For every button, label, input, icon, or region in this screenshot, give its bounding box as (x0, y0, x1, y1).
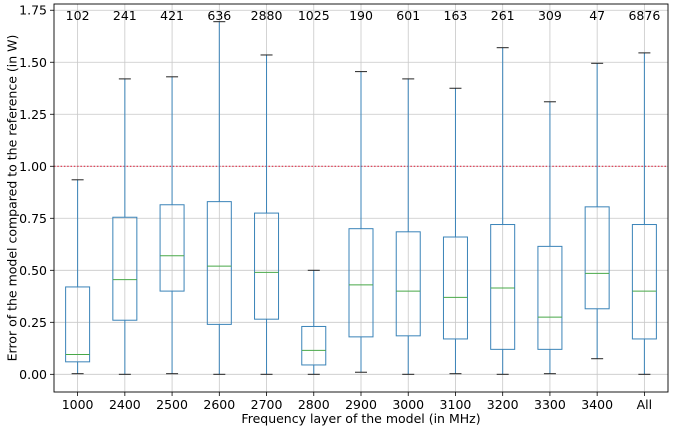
count-label-2800: 1025 (298, 8, 330, 23)
count-label-3200: 261 (491, 8, 515, 23)
iqr-box-2500 (159, 204, 185, 292)
iqr-box-2600 (206, 201, 232, 325)
box-2900 (348, 71, 374, 373)
y-axis-label: Error of the model compared to the refer… (5, 35, 20, 362)
box-3100 (442, 87, 468, 375)
box-3200 (490, 47, 516, 375)
x-tick-label-2900: 2900 (345, 397, 377, 412)
box-3000 (395, 78, 421, 375)
count-label-3000: 601 (396, 8, 420, 23)
iqr-box-3100 (442, 236, 468, 340)
x-tick-label-3400: 3400 (581, 397, 613, 412)
iqr-box-2800 (301, 325, 327, 366)
box-2800 (301, 269, 327, 375)
iqr-box-2400 (112, 216, 138, 321)
y-tick-label-3: 0.75 (19, 211, 47, 226)
x-tick-label-3300: 3300 (534, 397, 566, 412)
x-tick-label-All: All (637, 397, 653, 412)
box-2600 (206, 21, 232, 375)
y-tick-label-1: 0.25 (19, 315, 47, 330)
y-tick-label-0: 0.00 (19, 367, 47, 382)
x-tick-label-2400: 2400 (109, 397, 141, 412)
boxes-group (65, 21, 657, 375)
iqr-box-2700 (254, 212, 280, 320)
x-tick-label-3000: 3000 (392, 397, 424, 412)
box-2400 (112, 78, 138, 375)
iqr-box-3200 (490, 224, 516, 350)
x-tick-label-2600: 2600 (203, 397, 235, 412)
box-2500 (159, 76, 185, 375)
iqr-box-2900 (348, 228, 374, 338)
count-label-3400: 47 (589, 8, 605, 23)
y-tick-label-2: 0.50 (19, 263, 47, 278)
count-label-2700: 2880 (251, 8, 283, 23)
count-label-2900: 190 (349, 8, 373, 23)
x-tick-label-2500: 2500 (156, 397, 188, 412)
iqr-box-1000 (65, 286, 91, 363)
x-tick-label-1000: 1000 (62, 397, 94, 412)
count-label-2400: 241 (113, 8, 137, 23)
count-labels-group: 102 241 421 636 2880 1025 190 601 163 261 309 47 687… (66, 8, 661, 23)
x-tick-label-3100: 3100 (440, 397, 472, 412)
iqr-box-3300 (537, 245, 563, 350)
iqr-box-3000 (395, 231, 421, 337)
x-tick-label-2700: 2700 (251, 397, 283, 412)
count-label-All: 6876 (628, 8, 660, 23)
y-tick-label-5: 1.25 (19, 107, 47, 122)
count-label-1000: 102 (66, 8, 90, 23)
y-tick-labels-group: 0.00 0.25 0.50 0.75 1.00 1.25 1.50 1.75 (19, 3, 54, 382)
count-label-3300: 309 (538, 8, 562, 23)
y-tick-label-7: 1.75 (19, 3, 47, 18)
x-tick-label-2800: 2800 (298, 397, 330, 412)
count-label-2500: 421 (160, 8, 184, 23)
x-tick-labels-group: 1000 2400 2500 2600 2700 2800 2900 3000 3100 3200… (62, 392, 652, 412)
iqr-box-All (631, 224, 657, 340)
box-All (631, 52, 657, 375)
x-axis-label: Frequency layer of the model (in MHz) (241, 411, 480, 426)
x-tick-label-3200: 3200 (487, 397, 519, 412)
y-tick-label-4: 1.00 (19, 159, 47, 174)
box-3400 (584, 62, 610, 360)
count-label-3100: 163 (444, 8, 468, 23)
count-label-2600: 636 (207, 8, 231, 23)
y-tick-label-6: 1.50 (19, 55, 47, 70)
box-3300 (537, 101, 563, 375)
plot-frame (53, 3, 669, 393)
box-1000 (65, 179, 91, 375)
iqr-box-3400 (584, 206, 610, 310)
box-2700 (254, 54, 280, 375)
